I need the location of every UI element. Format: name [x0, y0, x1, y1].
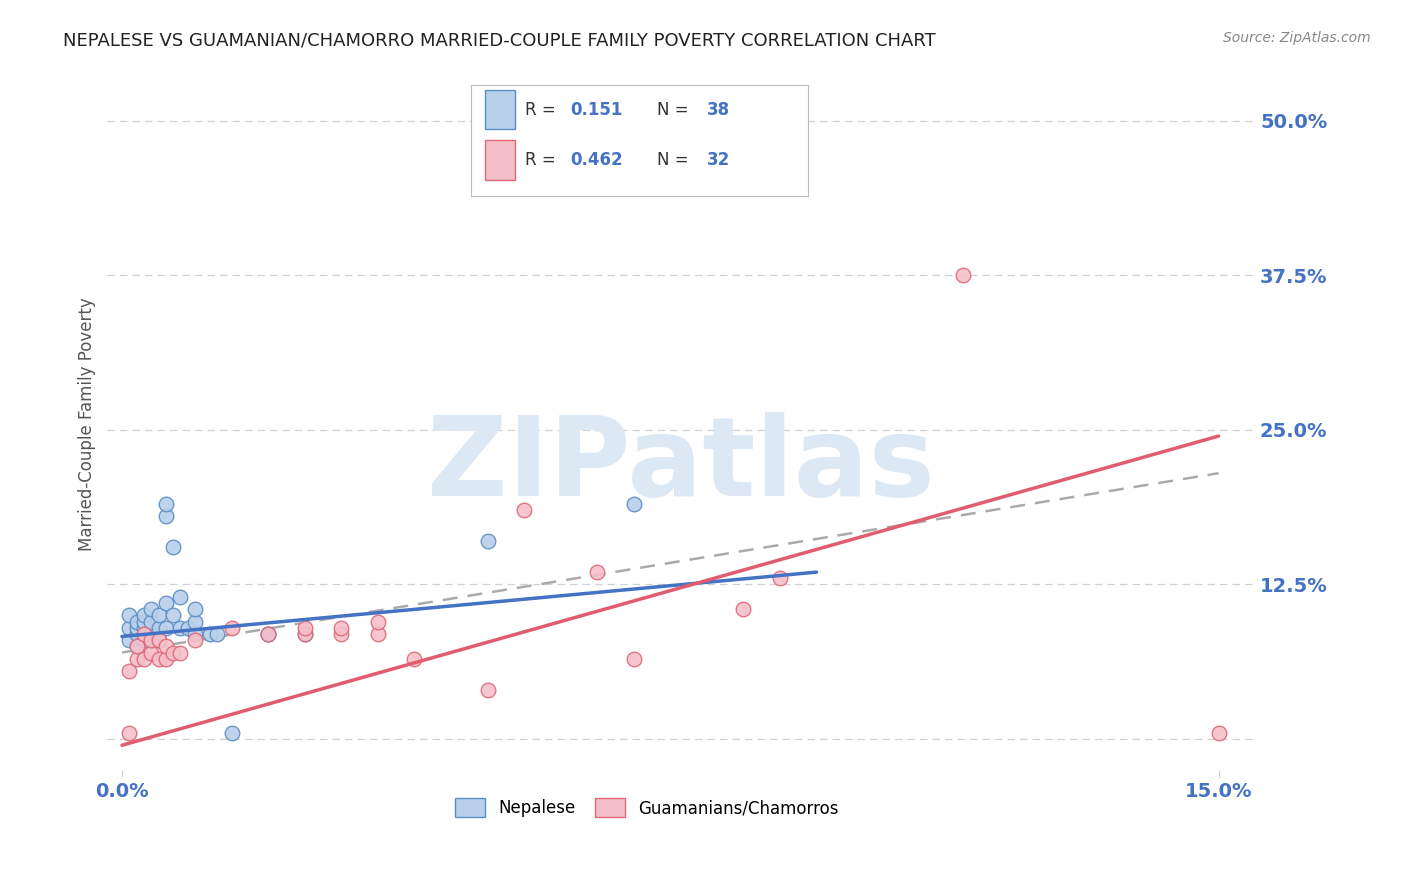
Point: [141, 627, 163, 641]
Point: [141, 633, 163, 648]
Point: [623, 497, 645, 511]
Point: [294, 621, 316, 635]
Point: [132, 621, 155, 635]
Point: [118, 664, 141, 678]
Point: [155, 509, 177, 524]
Point: [257, 627, 280, 641]
Point: [132, 633, 155, 648]
Point: [169, 621, 191, 635]
Point: [162, 541, 184, 555]
Point: [733, 602, 755, 616]
Point: [169, 646, 191, 660]
Point: [125, 640, 148, 654]
Point: [141, 615, 163, 629]
Text: ZIPatlas: ZIPatlas: [427, 412, 935, 519]
Point: [132, 627, 155, 641]
Point: [141, 602, 163, 616]
Point: [367, 615, 389, 629]
Point: [769, 571, 792, 585]
Point: [1208, 726, 1230, 740]
Point: [155, 640, 177, 654]
Text: R =: R =: [524, 101, 561, 119]
Point: [162, 608, 184, 623]
Point: [257, 627, 280, 641]
Point: [623, 651, 645, 665]
Point: [118, 726, 141, 740]
Text: NEPALESE VS GUAMANIAN/CHAMORRO MARRIED-COUPLE FAMILY POVERTY CORRELATION CHART: NEPALESE VS GUAMANIAN/CHAMORRO MARRIED-C…: [63, 31, 936, 49]
Point: [205, 627, 228, 641]
Point: [148, 651, 170, 665]
Point: [125, 615, 148, 629]
Point: [184, 602, 207, 616]
Point: [198, 627, 221, 641]
Point: [184, 627, 207, 641]
Point: [148, 633, 170, 648]
Text: Source: ZipAtlas.com: Source: ZipAtlas.com: [1223, 31, 1371, 45]
Point: [294, 627, 316, 641]
Point: [162, 646, 184, 660]
Point: [586, 565, 609, 579]
Text: R =: R =: [524, 151, 561, 169]
Point: [141, 646, 163, 660]
Point: [148, 621, 170, 635]
Point: [155, 651, 177, 665]
Text: N =: N =: [657, 151, 693, 169]
Point: [952, 268, 974, 283]
Point: [330, 627, 353, 641]
Point: [155, 596, 177, 610]
Point: [477, 682, 499, 697]
Point: [221, 726, 243, 740]
Point: [125, 651, 148, 665]
Point: [118, 633, 141, 648]
Point: [513, 503, 536, 517]
Point: [132, 627, 155, 641]
Point: [184, 615, 207, 629]
Point: [132, 651, 155, 665]
Point: [221, 621, 243, 635]
Point: [118, 621, 141, 635]
Point: [367, 627, 389, 641]
Point: [257, 627, 280, 641]
Point: [155, 621, 177, 635]
Point: [125, 640, 148, 654]
Point: [404, 651, 426, 665]
Bar: [485, 90, 515, 129]
Legend: Nepalese, Guamanians/Chamorros: Nepalese, Guamanians/Chamorros: [449, 791, 845, 824]
Point: [148, 633, 170, 648]
Y-axis label: Married-Couple Family Poverty: Married-Couple Family Poverty: [79, 297, 96, 550]
Point: [132, 615, 155, 629]
Point: [125, 627, 148, 641]
Bar: [485, 140, 515, 179]
Point: [148, 608, 170, 623]
Text: 38: 38: [707, 101, 730, 119]
Text: 0.151: 0.151: [571, 101, 623, 119]
Point: [155, 497, 177, 511]
Point: [118, 608, 141, 623]
Text: N =: N =: [657, 101, 693, 119]
Point: [125, 621, 148, 635]
Point: [477, 534, 499, 549]
Point: [330, 621, 353, 635]
Point: [177, 621, 200, 635]
Point: [169, 590, 191, 604]
Text: 0.462: 0.462: [571, 151, 623, 169]
Point: [184, 633, 207, 648]
Text: 32: 32: [707, 151, 731, 169]
Point: [294, 627, 316, 641]
Point: [132, 608, 155, 623]
